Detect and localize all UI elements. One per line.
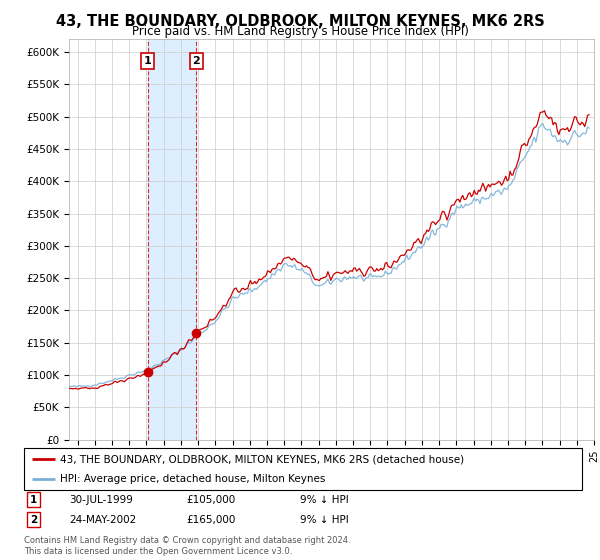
Text: 43, THE BOUNDARY, OLDBROOK, MILTON KEYNES, MK6 2RS: 43, THE BOUNDARY, OLDBROOK, MILTON KEYNE… <box>56 14 544 29</box>
Bar <box>148 39 196 440</box>
Text: Contains HM Land Registry data © Crown copyright and database right 2024.
This d: Contains HM Land Registry data © Crown c… <box>24 536 350 556</box>
Text: 43, THE BOUNDARY, OLDBROOK, MILTON KEYNES, MK6 2RS (detached house): 43, THE BOUNDARY, OLDBROOK, MILTON KEYNE… <box>60 454 464 464</box>
Text: 9% ↓ HPI: 9% ↓ HPI <box>300 494 349 505</box>
Text: 1: 1 <box>30 494 37 505</box>
Text: 24-MAY-2002: 24-MAY-2002 <box>69 515 136 525</box>
Text: Price paid vs. HM Land Registry's House Price Index (HPI): Price paid vs. HM Land Registry's House … <box>131 25 469 38</box>
Text: 2: 2 <box>30 515 37 525</box>
Text: 2: 2 <box>193 56 200 66</box>
Text: 1: 1 <box>144 56 152 66</box>
Text: £105,000: £105,000 <box>186 494 235 505</box>
Text: £165,000: £165,000 <box>186 515 235 525</box>
Text: HPI: Average price, detached house, Milton Keynes: HPI: Average price, detached house, Milt… <box>60 474 326 484</box>
Text: 9% ↓ HPI: 9% ↓ HPI <box>300 515 349 525</box>
Text: 30-JUL-1999: 30-JUL-1999 <box>69 494 133 505</box>
FancyBboxPatch shape <box>24 448 582 490</box>
